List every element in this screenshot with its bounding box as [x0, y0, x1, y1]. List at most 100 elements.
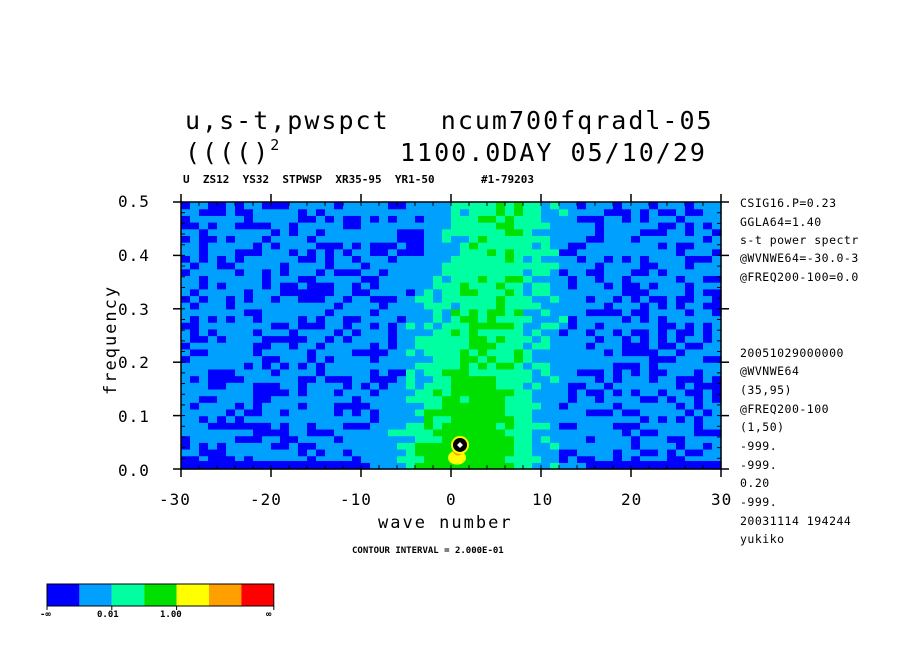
heatmap-cell: [298, 448, 308, 457]
heatmap-cell: [253, 242, 263, 250]
heatmap-cell: [568, 315, 578, 323]
heatmap-cell: [352, 322, 362, 330]
heatmap-cell: [478, 382, 488, 390]
heatmap-cell: [685, 308, 695, 317]
heatmap-cell: [289, 402, 299, 410]
heatmap-cell: [370, 215, 380, 223]
heatmap-cell: [271, 308, 281, 317]
heatmap-cell: [577, 342, 587, 350]
heatmap-cell: [577, 435, 587, 443]
heatmap-cell: [694, 222, 704, 230]
heatmap-cell: [649, 362, 659, 370]
heatmap-cell: [253, 428, 263, 437]
heatmap-cell: [352, 308, 362, 317]
heatmap-cell: [271, 422, 281, 430]
heatmap-cell: [199, 415, 209, 423]
heatmap-cell: [244, 315, 254, 323]
heatmap-cell: [208, 255, 218, 263]
heatmap-cell: [496, 408, 506, 417]
heatmap-cell: [712, 402, 722, 410]
heatmap-cell: [316, 382, 326, 390]
heatmap-cell: [289, 388, 299, 397]
heatmap-cell: [658, 315, 668, 323]
heatmap-cell: [244, 222, 254, 230]
heatmap-cell: [523, 402, 533, 410]
heatmap-cell: [415, 368, 425, 377]
heatmap-cell: [262, 348, 272, 357]
heatmap-cell: [613, 442, 623, 450]
heatmap-cell: [514, 235, 524, 243]
heatmap-cell: [577, 302, 587, 310]
heatmap-cell: [685, 375, 695, 383]
heatmap-cell: [424, 375, 434, 383]
heatmap-cell: [271, 375, 281, 383]
heatmap-cell: [424, 335, 434, 343]
heatmap-cell: [631, 395, 641, 403]
heatmap-cell: [622, 255, 632, 263]
heatmap-cell: [676, 242, 686, 250]
heatmap-cell: [325, 382, 335, 390]
heatmap-cell: [388, 402, 398, 410]
heatmap-cell: [550, 208, 560, 216]
heatmap-cell: [253, 308, 263, 317]
heatmap-cell: [415, 322, 425, 330]
heatmap-cell: [298, 342, 308, 350]
heatmap-cell: [649, 215, 659, 223]
heatmap-cell: [586, 375, 596, 383]
heatmap-cell: [514, 462, 524, 470]
heatmap-cell: [559, 255, 569, 263]
heatmap-cell: [595, 222, 605, 230]
heatmap-cell: [262, 355, 272, 363]
heatmap-cell: [550, 462, 560, 470]
heatmap-cell: [568, 408, 578, 417]
heatmap-cell: [190, 402, 200, 410]
heatmap-cell: [631, 408, 641, 417]
heatmap-cell: [271, 342, 281, 350]
heatmap-cell: [613, 302, 623, 310]
heatmap-cell: [352, 288, 362, 297]
heatmap-cell: [712, 448, 722, 457]
heatmap-cell: [208, 368, 218, 377]
heatmap-cell: [316, 408, 326, 417]
heatmap-cell: [181, 228, 191, 236]
heatmap-cell: [631, 368, 641, 377]
heatmap-cell: [217, 335, 227, 343]
heatmap-cell: [631, 435, 641, 443]
heatmap-cell: [244, 242, 254, 250]
heatmap-cell: [262, 208, 272, 216]
heatmap-cell: [199, 322, 209, 330]
heatmap-cell: [613, 328, 623, 337]
heatmap-cell: [460, 462, 470, 470]
heatmap-cell: [424, 255, 434, 263]
heatmap-cell: [712, 288, 722, 297]
heatmap-cell: [208, 295, 218, 303]
heatmap-cell: [370, 222, 380, 230]
heatmap-cell: [370, 235, 380, 243]
x-tick-label: 20: [621, 490, 643, 509]
heatmap-cell: [181, 248, 191, 256]
heatmap-cell: [532, 362, 542, 370]
heatmap-cell: [586, 302, 596, 310]
heatmap-cell: [712, 408, 722, 417]
heatmap-cell: [541, 215, 551, 223]
heatmap-cell: [667, 422, 677, 430]
heatmap-cell: [532, 262, 542, 270]
heatmap-cell: [703, 455, 713, 463]
heatmap-cell: [226, 382, 236, 390]
heatmap-cell: [568, 335, 578, 343]
heatmap-cell: [226, 295, 236, 303]
heatmap-cell: [316, 255, 326, 263]
heatmap-cell: [334, 428, 344, 437]
heatmap-cell: [253, 222, 263, 230]
heatmap-cell: [415, 202, 425, 210]
heatmap-cell: [379, 335, 389, 343]
heatmap-cell: [235, 255, 245, 263]
heatmap-cell: [613, 322, 623, 330]
heatmap-cell: [244, 248, 254, 256]
heatmap-cell: [559, 275, 569, 283]
heatmap-cell: [532, 382, 542, 390]
heatmap-cell: [406, 262, 416, 270]
heatmap-cell: [622, 455, 632, 463]
heatmap-cell: [586, 248, 596, 256]
heatmap-cell: [253, 442, 263, 450]
